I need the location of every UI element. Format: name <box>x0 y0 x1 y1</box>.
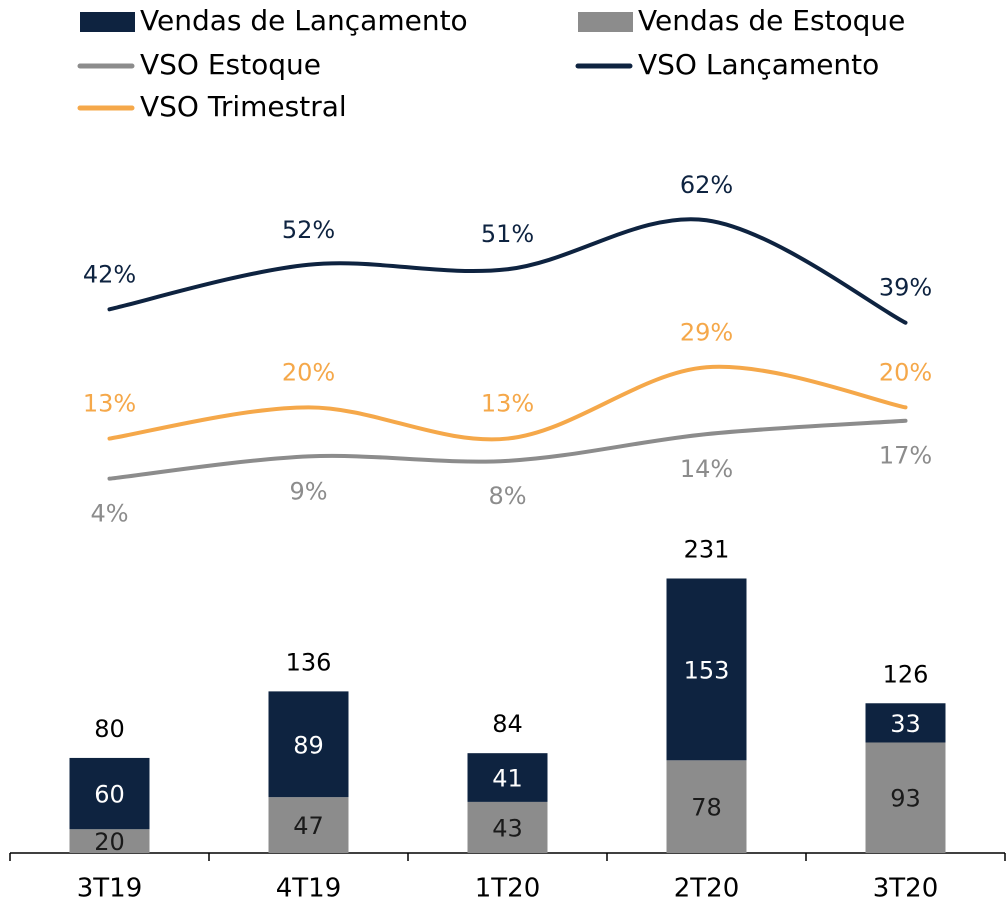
line-value-label: 52% <box>282 216 335 244</box>
line <box>107 217 908 325</box>
line-value-label: 51% <box>481 220 534 248</box>
line-value-label: 9% <box>289 477 327 505</box>
bar-total-label: 231 <box>684 535 730 563</box>
legend-label: Vendas de Lançamento <box>140 4 468 37</box>
bar-value-label: 33 <box>890 710 921 738</box>
line-value-label: 13% <box>83 390 136 418</box>
x-tick-label: 4T19 <box>276 874 342 904</box>
bar-total-label: 136 <box>286 648 332 676</box>
line <box>107 364 908 442</box>
x-tick-label: 3T19 <box>77 874 143 904</box>
bar <box>268 691 349 798</box>
line-value-label: 42% <box>83 260 136 288</box>
line-value-label: 29% <box>680 318 733 346</box>
line-value-label: 8% <box>488 482 526 510</box>
legend-label: VSO Lançamento <box>638 48 879 81</box>
bar-total-label: 80 <box>94 715 125 743</box>
bar-value-label: 43 <box>492 814 523 842</box>
line-value-label: 62% <box>680 171 733 199</box>
legend-swatch <box>578 12 633 32</box>
bar-value-label: 93 <box>890 785 921 813</box>
bar <box>467 753 548 802</box>
bar-value-label: 41 <box>492 765 523 793</box>
bar-value-label: 89 <box>293 731 324 759</box>
x-tick-label: 2T20 <box>674 874 740 904</box>
line-value-label: 20% <box>282 358 335 386</box>
bar-value-label: 20 <box>94 828 125 856</box>
line-value-label: 4% <box>90 500 128 528</box>
line-value-label: 20% <box>879 358 932 386</box>
bar <box>69 757 150 830</box>
bar <box>865 703 946 743</box>
bar-value-label: 60 <box>94 781 125 809</box>
bar <box>467 801 548 853</box>
bar-value-label: 153 <box>684 656 730 684</box>
bar-value-label: 47 <box>293 812 324 840</box>
legend-swatch <box>80 12 135 32</box>
line-value-label: 17% <box>879 442 932 470</box>
line-value-label: 13% <box>481 390 534 418</box>
bar <box>268 797 349 853</box>
line <box>107 418 908 481</box>
bar-total-label: 84 <box>492 710 523 738</box>
bar-value-label: 78 <box>691 794 722 822</box>
line-value-label: 14% <box>680 455 733 483</box>
line-value-label: 39% <box>879 274 932 302</box>
legend-label: VSO Trimestral <box>140 90 347 123</box>
x-tick-label: 3T20 <box>873 874 939 904</box>
bar-total-label: 126 <box>883 660 929 688</box>
legend-label: Vendas de Estoque <box>638 4 905 37</box>
legend-label: VSO Estoque <box>140 48 321 81</box>
bar <box>666 578 747 761</box>
x-tick-label: 1T20 <box>475 874 541 904</box>
bar <box>69 829 150 853</box>
bar <box>865 742 946 853</box>
bar <box>666 760 747 853</box>
